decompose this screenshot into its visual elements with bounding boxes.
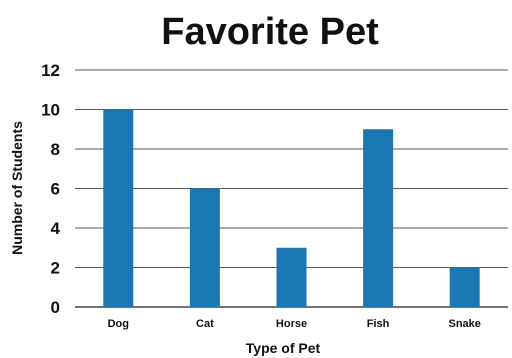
x-tick-labels: Dog Cat Horse Fish Snake <box>108 318 481 330</box>
x-tick-label: Fish <box>367 318 390 330</box>
bar-snake <box>449 267 480 307</box>
chart-title: Favorite Pet <box>161 11 379 53</box>
y-axis-label: Number of Students <box>9 121 25 255</box>
bar-dog <box>103 109 134 307</box>
x-tick-label: Dog <box>108 318 129 330</box>
bar-horse <box>276 247 307 307</box>
x-tick-label: Horse <box>276 318 307 330</box>
y-tick-label: 6 <box>51 180 60 199</box>
y-tick-labels: 0 2 4 6 8 10 12 <box>41 61 60 317</box>
x-tick-label: Snake <box>448 318 480 330</box>
bar-fish <box>363 129 394 307</box>
x-tick-label: Cat <box>196 318 214 330</box>
y-tick-label: 8 <box>51 140 60 159</box>
bar-cat <box>189 188 220 307</box>
y-tick-label: 12 <box>41 61 60 80</box>
bars <box>103 109 480 307</box>
y-tick-label: 10 <box>41 101 60 120</box>
gridlines <box>75 69 508 308</box>
y-tick-label: 2 <box>51 259 60 278</box>
y-tick-label: 0 <box>51 298 60 317</box>
y-tick-label: 4 <box>51 219 61 238</box>
x-axis-label: Type of Pet <box>246 340 321 356</box>
